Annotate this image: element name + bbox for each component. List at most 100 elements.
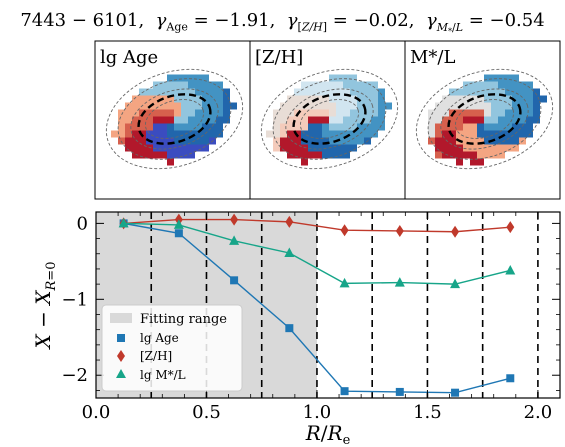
map-spaxel xyxy=(463,130,470,138)
map-spaxel xyxy=(188,144,195,152)
map-spaxel xyxy=(188,130,195,138)
map-spaxel xyxy=(301,151,308,159)
map-spaxel xyxy=(463,116,470,124)
map-spaxel xyxy=(294,151,301,159)
map-spaxel xyxy=(364,130,371,138)
map-spaxel xyxy=(435,109,442,117)
map-spaxel xyxy=(146,88,153,96)
map-spaxel xyxy=(343,81,350,89)
effective-radius-ellipse xyxy=(292,93,367,145)
map-spaxel xyxy=(132,137,139,145)
map-spaxel xyxy=(315,130,322,138)
map-spaxel xyxy=(315,102,322,110)
map-spaxel xyxy=(202,74,209,82)
map-spaxel xyxy=(350,116,357,124)
map-spaxel xyxy=(181,151,188,159)
data-point xyxy=(450,278,461,289)
map-spaxel xyxy=(484,109,491,117)
map-spaxel xyxy=(160,102,167,110)
map-panel-3: M*/L xyxy=(404,40,561,200)
map-spaxel xyxy=(174,102,181,110)
plot-axes: 0.0 0.5 1.0 1.5 2.0 0 −1 −2 R/Re X − XR=0 xyxy=(31,211,561,447)
map-spaxel xyxy=(498,95,505,103)
map-spaxel xyxy=(498,130,505,138)
map-spaxel xyxy=(463,144,470,152)
map-spaxel xyxy=(167,137,174,145)
map-spaxel xyxy=(477,144,484,152)
map-spaxel xyxy=(202,144,209,152)
map-spaxel xyxy=(519,116,526,124)
map-spaxel xyxy=(456,158,463,166)
isophote-ring xyxy=(117,78,232,160)
map-spaxel xyxy=(357,116,364,124)
map-spaxel xyxy=(174,144,181,152)
map-spaxel xyxy=(371,123,378,131)
map-spaxel xyxy=(343,102,350,110)
map-spaxel xyxy=(132,95,139,103)
map-spaxel xyxy=(216,88,223,96)
map-spaxel xyxy=(378,109,385,117)
map-spaxel xyxy=(350,144,357,152)
map-spaxel xyxy=(188,74,195,82)
map-spaxel xyxy=(512,95,519,103)
map-spaxel xyxy=(449,137,456,145)
map-spaxel xyxy=(167,144,174,152)
map-spaxel xyxy=(456,95,463,103)
map-spaxel xyxy=(146,151,153,159)
title-gamma-age: γAge = −1.91 xyxy=(155,10,270,34)
map-spaxel xyxy=(223,109,230,117)
map-spaxel xyxy=(329,144,336,152)
map-spaxel xyxy=(491,81,498,89)
map-spaxel xyxy=(322,123,329,131)
data-point xyxy=(340,224,349,237)
title-gamma-ml: γM*/L = −0.54 xyxy=(425,10,545,36)
map-spaxel xyxy=(202,130,209,138)
map-spaxel xyxy=(456,130,463,138)
map-spaxel xyxy=(223,95,230,103)
map-spaxel xyxy=(350,95,357,103)
map-spaxel xyxy=(428,116,435,124)
map-spaxel xyxy=(456,88,463,96)
map-spaxel xyxy=(357,81,364,89)
map-spaxel xyxy=(484,116,491,124)
map-spaxel xyxy=(533,109,540,117)
map-spaxel xyxy=(526,95,533,103)
map-spaxel xyxy=(505,88,512,96)
map-spaxel xyxy=(132,116,139,124)
map-spaxel xyxy=(498,88,505,96)
map-spaxel xyxy=(308,144,315,152)
map-spaxel xyxy=(463,109,470,117)
map-spaxel xyxy=(280,130,287,138)
map-spaxel xyxy=(371,95,378,103)
map-spaxel xyxy=(308,116,315,124)
map-spaxel xyxy=(146,109,153,117)
map-spaxel xyxy=(336,102,343,110)
map-spaxel xyxy=(146,130,153,138)
map-spaxel xyxy=(125,109,132,117)
map-spaxel xyxy=(167,116,174,124)
map-spaxel xyxy=(357,102,364,110)
map-spaxel xyxy=(329,95,336,103)
map-spaxel xyxy=(322,151,329,159)
map-spaxel xyxy=(449,123,456,131)
map-spaxel xyxy=(216,102,223,110)
map-spaxel xyxy=(512,102,519,110)
map-spaxel xyxy=(519,130,526,138)
map-spaxel xyxy=(174,95,181,103)
map-spaxel xyxy=(195,88,202,96)
map-spaxel xyxy=(463,137,470,145)
map-spaxel xyxy=(343,88,350,96)
map-spaxel xyxy=(301,123,308,131)
map-spaxel xyxy=(498,123,505,131)
map-spaxel xyxy=(463,95,470,103)
map-spaxel xyxy=(125,144,132,152)
map-spaxel xyxy=(484,130,491,138)
map-spaxel xyxy=(167,151,174,159)
map-spaxel xyxy=(167,102,174,110)
map-spaxel xyxy=(526,102,533,110)
map-spaxel xyxy=(491,102,498,110)
map-spaxel xyxy=(209,88,216,96)
map-spaxel xyxy=(435,137,442,145)
map-spaxel xyxy=(287,102,294,110)
map-spaxel xyxy=(132,130,139,138)
